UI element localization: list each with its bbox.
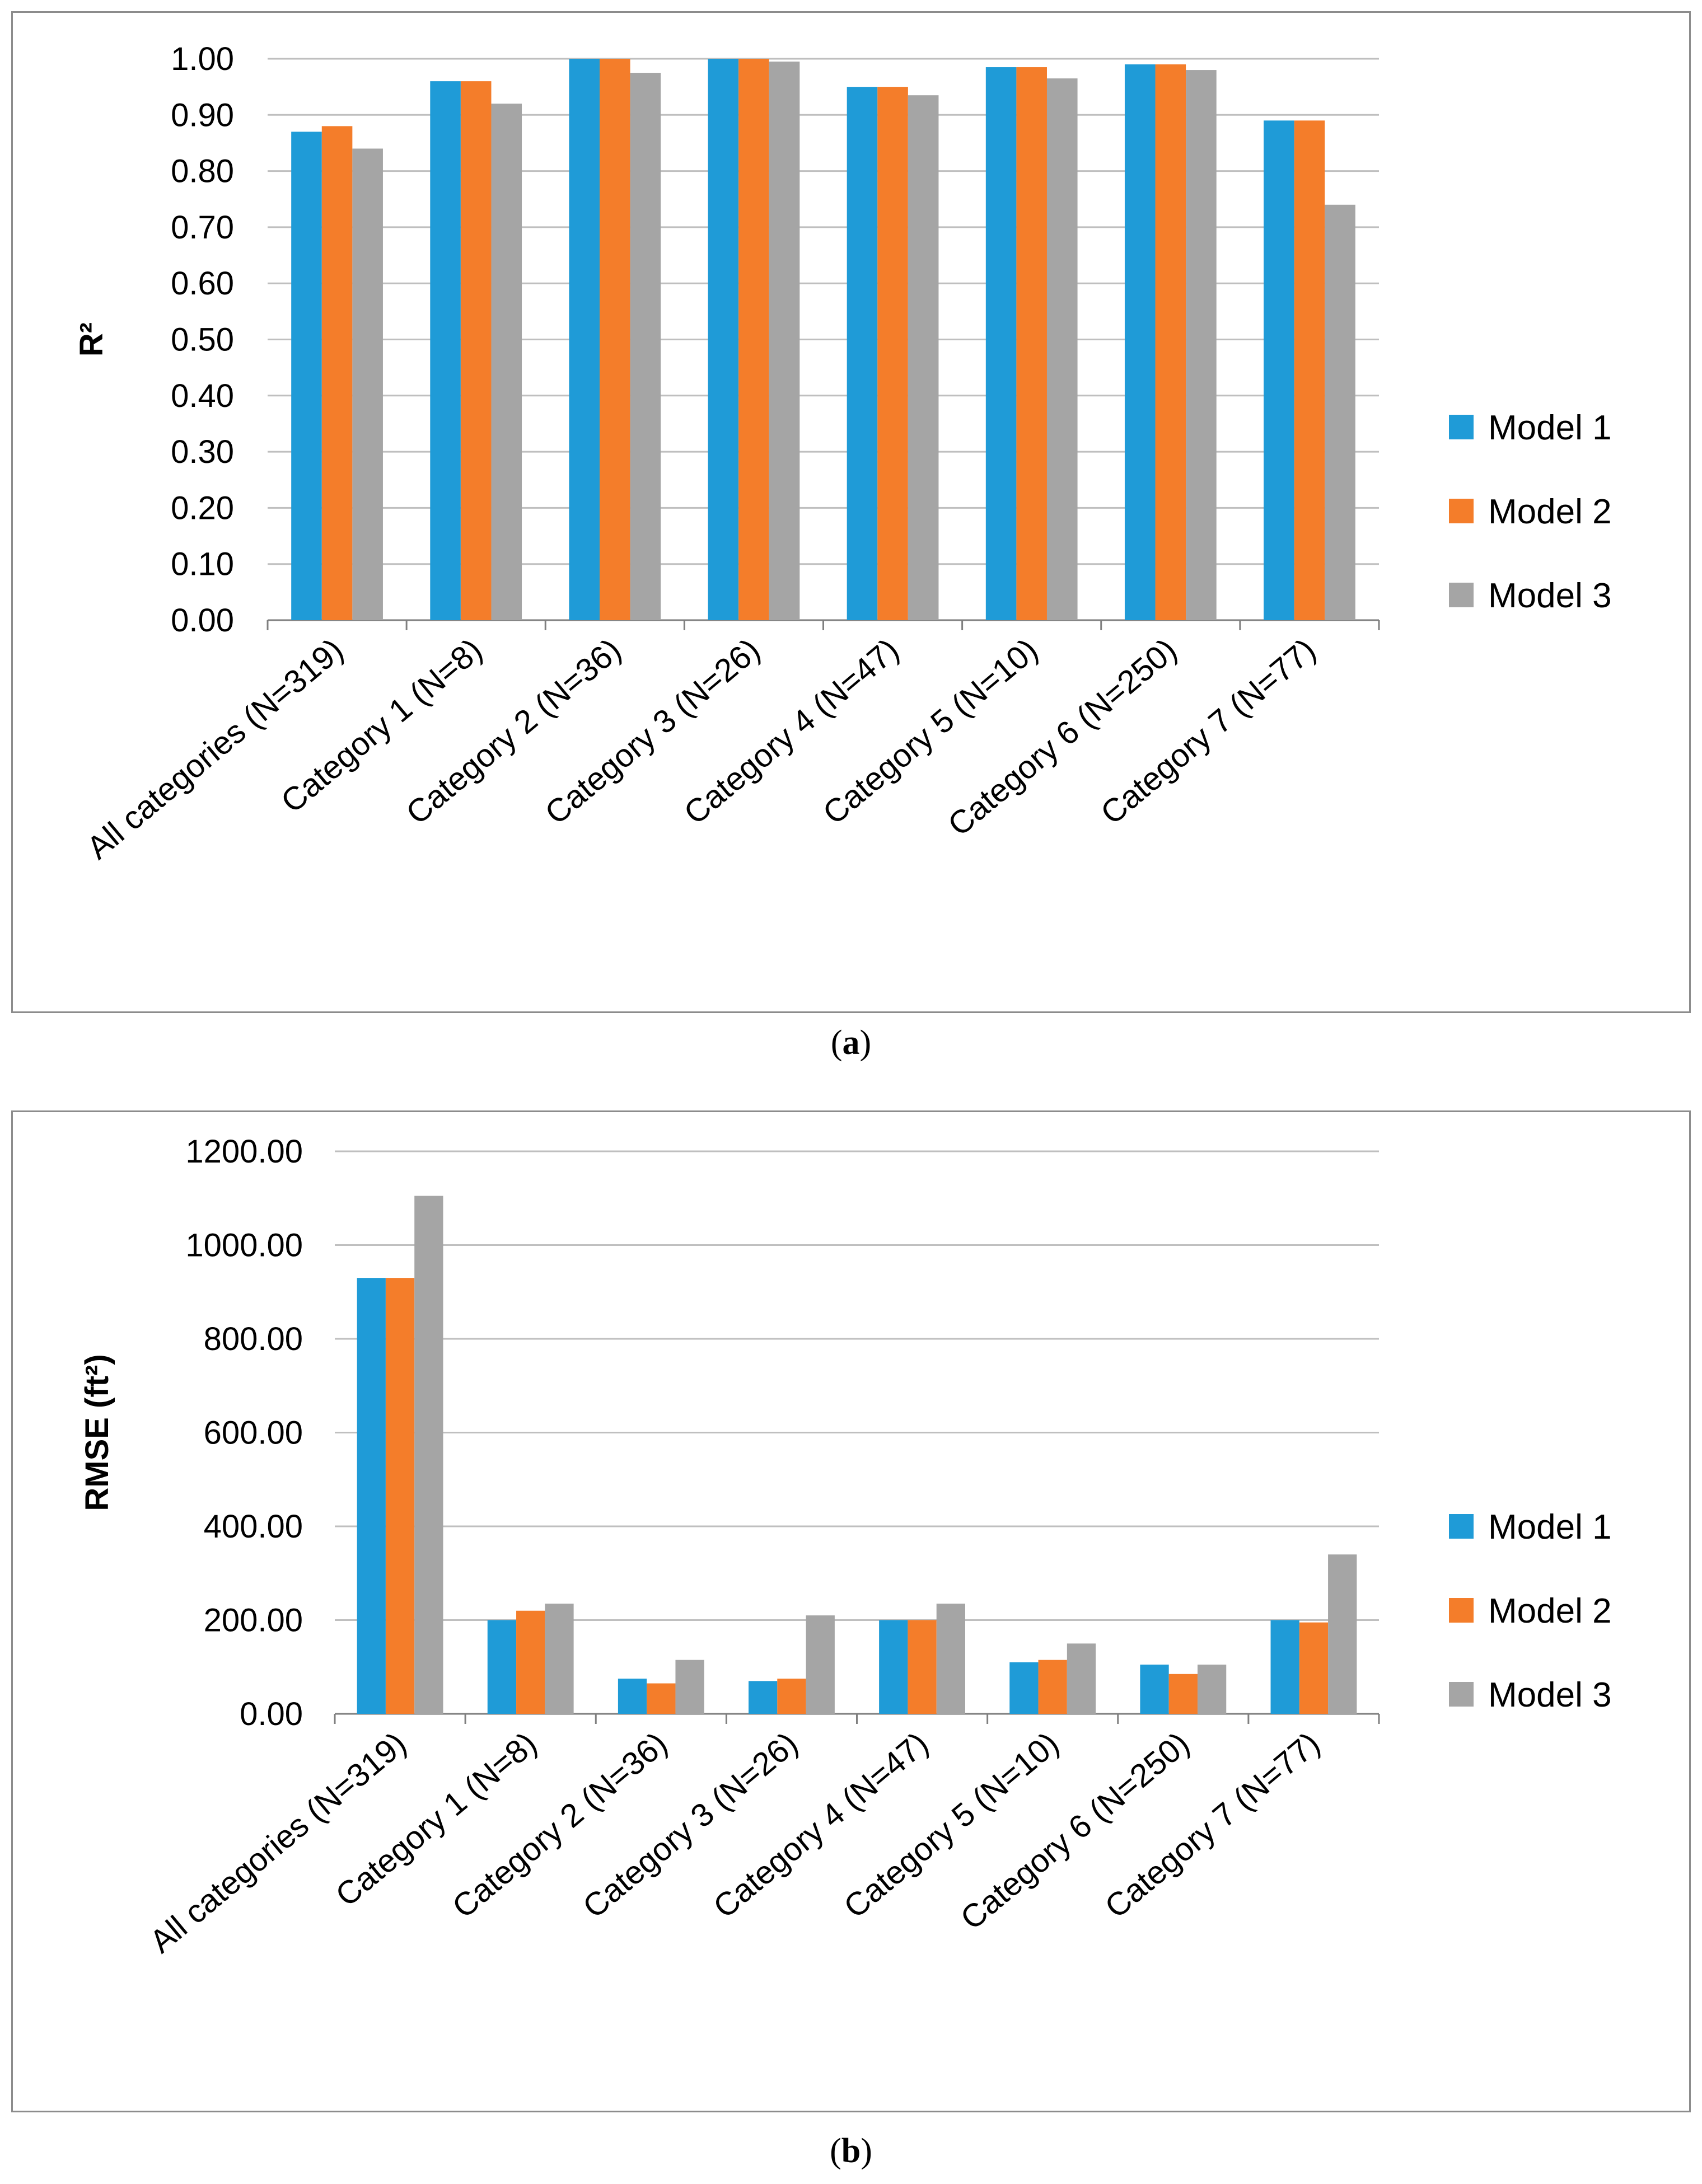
bar-model-2	[1168, 1674, 1198, 1714]
y-tick-label: 0.30	[171, 434, 234, 470]
bar-model-1	[357, 1278, 386, 1714]
y-tick-label: 0.70	[171, 209, 234, 246]
bar-model-2	[647, 1683, 676, 1714]
chart-panel-r2: 0.00 0.10 0.20 0.30 0.40 0.50 0.60 0.70 0.80 0.90…	[11, 11, 1691, 1013]
bar-model-1	[1140, 1665, 1169, 1714]
bar-model-1	[985, 67, 1017, 621]
bar-model-3	[1046, 78, 1078, 621]
bar-model-1	[569, 59, 600, 620]
bar-model-1	[430, 81, 461, 620]
legend-swatch	[1449, 1598, 1474, 1623]
bar-model-3	[545, 1604, 574, 1714]
y-axis-label: R²	[73, 322, 110, 357]
bar-model-2	[385, 1278, 415, 1714]
bar-model-3	[1197, 1665, 1227, 1714]
bar-model-3	[630, 73, 661, 620]
bar-model-1	[291, 132, 322, 620]
y-tick-label: 1200.00	[185, 1133, 303, 1170]
chart-rmse: 0.00 200.00 400.00 600.00 800.00 1000.00 1200.…	[79, 1133, 1612, 1960]
legend-label: Model 2	[1488, 1592, 1612, 1630]
bar-model-3	[936, 1604, 965, 1714]
legend-swatch	[1449, 1514, 1474, 1539]
caption-b: (b)	[830, 2132, 872, 2170]
bar-model-3	[1328, 1554, 1357, 1714]
chart-panel-rmse: 0.00 200.00 400.00 600.00 800.00 1000.00 1200.…	[11, 1110, 1691, 2112]
y-tick-label: 600.00	[204, 1415, 303, 1451]
x-category-label: Category 6 (N=250)	[953, 1725, 1196, 1937]
bar-model-2	[1155, 64, 1186, 620]
x-category-label: Category 4 (N=47)	[707, 1725, 936, 1925]
bar-model-2	[600, 59, 630, 620]
bar-model-3	[414, 1196, 443, 1714]
bar-model-1	[749, 1681, 778, 1714]
x-category-label: Category 2 (N=36)	[446, 1725, 675, 1925]
bar-model-1	[487, 1620, 517, 1714]
bar-model-2	[908, 1620, 937, 1714]
y-tick-label: 1.00	[171, 41, 234, 77]
bar-model-3	[1325, 204, 1355, 620]
y-tick-label: 1000.00	[185, 1227, 303, 1264]
x-category-label: Category 3 (N=26)	[576, 1725, 805, 1925]
legend-swatch	[1449, 415, 1474, 439]
bar-model-1	[1264, 120, 1294, 620]
legend-swatch	[1449, 583, 1474, 607]
bar-model-1	[1270, 1620, 1299, 1714]
legend-swatch	[1449, 1682, 1474, 1707]
bar-model-2	[1299, 1622, 1329, 1714]
bar-model-3	[1067, 1643, 1096, 1714]
bar-model-1	[879, 1620, 908, 1714]
bar-model-2	[1294, 120, 1325, 620]
bar-model-2	[738, 59, 769, 620]
legend-label: Model 3	[1488, 577, 1612, 615]
bar-model-1	[1009, 1662, 1039, 1714]
legend-swatch	[1449, 499, 1474, 523]
legend-label: Model 2	[1488, 493, 1612, 531]
caption-a: (a)	[830, 1024, 872, 1062]
x-category-label: Category 5 (N=10)	[837, 1725, 1066, 1925]
y-tick-label: 0.00	[171, 602, 234, 639]
y-tick-label: 0.90	[171, 97, 234, 133]
bar-model-2	[877, 87, 908, 620]
bar-model-2	[516, 1610, 545, 1714]
bar-model-2	[777, 1679, 806, 1714]
y-tick-label: 0.80	[171, 153, 234, 190]
x-category-label: All categories (N=319)	[80, 631, 350, 866]
bar-model-2	[321, 126, 353, 621]
bar-model-2	[1038, 1660, 1067, 1714]
legend-label: Model 1	[1488, 1508, 1612, 1546]
bar-model-3	[806, 1615, 835, 1714]
bar-model-3	[352, 148, 383, 620]
y-tick-label: 0.00	[240, 1696, 303, 1732]
bar-model-1	[618, 1679, 647, 1714]
y-tick-label: 0.10	[171, 546, 234, 583]
bar-model-3	[769, 62, 800, 620]
bar-model-3	[908, 95, 939, 620]
y-tick-label: 0.40	[171, 378, 234, 414]
y-tick-label: 0.50	[171, 322, 234, 358]
y-tick-label: 400.00	[204, 1508, 303, 1545]
y-tick-label: 0.20	[171, 490, 234, 526]
bar-model-1	[847, 87, 878, 620]
y-tick-label: 0.60	[171, 265, 234, 302]
bar-model-3	[675, 1660, 704, 1714]
chart-r2: 0.00 0.10 0.20 0.30 0.40 0.50 0.60 0.70 0.80 0.90…	[73, 41, 1612, 866]
x-category-label: Category 7 (N=77)	[1098, 1725, 1327, 1925]
y-tick-label: 800.00	[204, 1321, 303, 1357]
bar-model-2	[460, 81, 492, 620]
y-tick-label: 200.00	[204, 1602, 303, 1639]
y-axis-label: RMSE (ft²)	[79, 1354, 115, 1511]
x-category-label: All categories (N=319)	[143, 1725, 413, 1960]
legend-label: Model 3	[1488, 1676, 1612, 1714]
bar-model-3	[491, 104, 522, 621]
x-category-label: Category 6 (N=250)	[941, 631, 1184, 843]
bar-model-1	[1124, 64, 1156, 620]
bar-model-1	[708, 59, 739, 620]
legend-label: Model 1	[1488, 409, 1612, 447]
bar-model-3	[1186, 70, 1217, 620]
bar-model-2	[1016, 67, 1047, 621]
